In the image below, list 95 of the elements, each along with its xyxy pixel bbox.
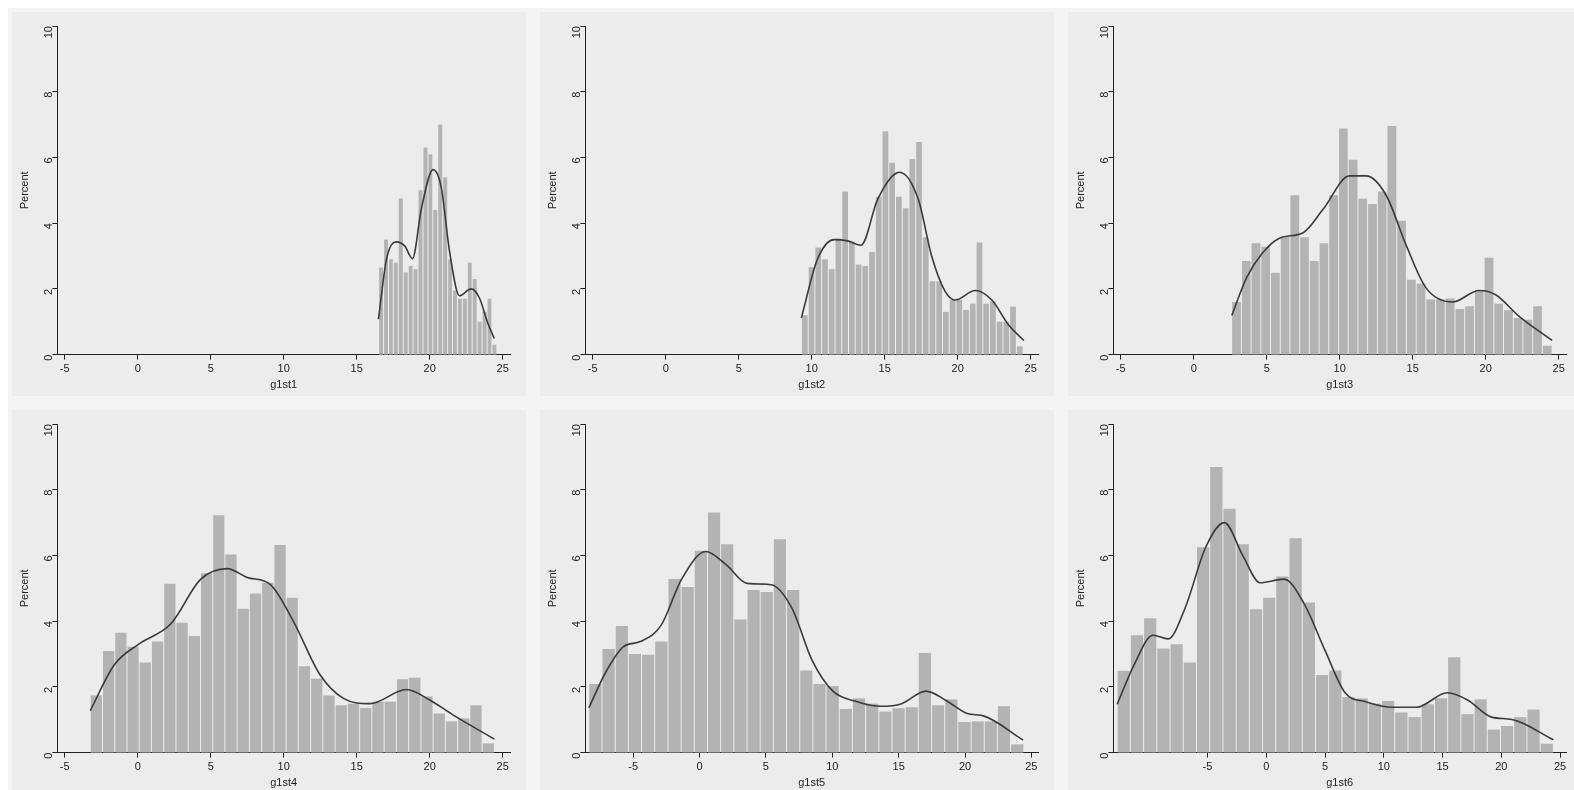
y-tick-label: 2 xyxy=(570,288,583,296)
x-tick-label: 5 xyxy=(207,362,214,375)
x-axis-title: g1st4 xyxy=(270,776,298,789)
x-tick-label: 15 xyxy=(878,362,891,375)
x-tick-label: 10 xyxy=(1377,760,1390,773)
y-tick-label: 2 xyxy=(1098,288,1111,296)
y-axis-title: Percent xyxy=(545,171,558,210)
x-axis-title: g1st2 xyxy=(798,378,826,391)
y-tick-label: 6 xyxy=(570,157,583,164)
y-tick-label: 10 xyxy=(1098,424,1111,437)
x-tick-label: 15 xyxy=(350,760,363,773)
x-tick-label: 10 xyxy=(277,362,290,375)
y-tick-label: 6 xyxy=(42,555,55,562)
x-tick-label: 20 xyxy=(1479,362,1492,375)
x-tick-label: 0 xyxy=(662,362,669,375)
x-axis-title: g1st3 xyxy=(1326,378,1354,391)
y-tick-label: 0 xyxy=(1098,354,1111,361)
y-tick-label: 0 xyxy=(570,354,583,361)
x-tick-label: 15 xyxy=(892,760,905,773)
line-series xyxy=(377,168,496,340)
x-tick-label: -5 xyxy=(1115,362,1126,375)
y-tick-label: 10 xyxy=(1098,26,1111,39)
y-tick-label: 8 xyxy=(42,489,55,496)
y-tick-label: 10 xyxy=(42,26,55,39)
x-tick-label: 25 xyxy=(496,362,509,375)
x-tick-label: 10 xyxy=(277,760,290,773)
x-tick-label: 20 xyxy=(423,760,436,773)
y-tick-label: 8 xyxy=(1098,91,1111,98)
x-axis-title: g1st1 xyxy=(270,378,298,391)
x-tick-label: 25 xyxy=(496,760,509,773)
y-tick-label: 8 xyxy=(570,489,583,496)
x-tick-label: 0 xyxy=(134,760,141,773)
x-axis-title: g1st5 xyxy=(798,776,826,789)
y-tick-label: 8 xyxy=(1098,489,1111,496)
x-tick-label: 5 xyxy=(1321,760,1329,773)
x-tick-label: 25 xyxy=(1554,760,1567,773)
x-tick-label: 25 xyxy=(1025,760,1038,773)
y-axis-title: Percent xyxy=(17,171,30,210)
x-tick-label: 0 xyxy=(1263,760,1270,773)
x-tick-label: 15 xyxy=(1436,760,1449,773)
y-axis-title: Percent xyxy=(1073,171,1086,210)
x-tick-label: -5 xyxy=(1202,760,1213,773)
x-tick-label: 25 xyxy=(1024,362,1037,375)
x-tick-label: 5 xyxy=(207,760,214,773)
x-tick-label: 10 xyxy=(1333,362,1346,375)
y-axis-title: Percent xyxy=(17,569,30,608)
y-tick-label: 2 xyxy=(42,686,55,694)
y-tick-label: 8 xyxy=(42,91,55,98)
y-axis-title: Percent xyxy=(545,569,558,608)
line-series xyxy=(89,567,496,740)
y-tick-label: 4 xyxy=(570,223,583,230)
x-tick-label: 0 xyxy=(696,760,703,773)
y-axis-title: Percent xyxy=(1073,569,1086,608)
y-tick-label: 0 xyxy=(42,354,55,361)
x-tick-label: -5 xyxy=(628,760,639,773)
x-tick-label: 20 xyxy=(958,760,972,773)
y-tick-label: 4 xyxy=(1098,621,1111,628)
y-tick-label: 6 xyxy=(570,555,583,562)
y-tick-label: 4 xyxy=(42,223,55,230)
line-series xyxy=(1116,521,1555,741)
y-tick-label: 6 xyxy=(42,157,55,164)
y-tick-label: 0 xyxy=(1098,752,1111,759)
x-tick-label: 5 xyxy=(1263,362,1270,375)
x-tick-label: 5 xyxy=(762,760,769,773)
line-series xyxy=(1231,175,1553,342)
x-tick-label: -5 xyxy=(59,760,70,773)
x-axis-title: g1st6 xyxy=(1326,776,1354,789)
y-tick-label: 2 xyxy=(1098,686,1111,694)
x-tick-label: 20 xyxy=(1495,760,1508,773)
y-tick-label: 10 xyxy=(570,26,583,39)
y-tick-label: 0 xyxy=(570,752,583,759)
y-tick-label: 6 xyxy=(1098,157,1111,164)
x-tick-label: 25 xyxy=(1552,362,1565,375)
x-tick-label: 0 xyxy=(1190,362,1197,375)
x-tick-label: 0 xyxy=(134,362,141,375)
y-tick-label: 2 xyxy=(570,686,583,694)
y-tick-label: 10 xyxy=(42,424,55,437)
x-tick-label: 5 xyxy=(735,362,742,375)
y-tick-label: 4 xyxy=(42,621,55,628)
y-tick-label: 0 xyxy=(42,752,55,759)
y-tick-label: 4 xyxy=(570,621,583,628)
y-tick-label: 4 xyxy=(1098,223,1111,230)
x-tick-label: 20 xyxy=(423,362,436,375)
y-tick-label: 10 xyxy=(570,424,583,437)
x-tick-label: -5 xyxy=(59,362,70,375)
x-tick-label: 15 xyxy=(1406,362,1419,375)
x-tick-label: 15 xyxy=(350,362,363,375)
x-tick-label: 10 xyxy=(805,362,818,375)
x-tick-label: 20 xyxy=(951,362,964,375)
y-tick-label: 6 xyxy=(1098,555,1111,562)
x-tick-label: 10 xyxy=(826,760,839,773)
x-tick-label: -5 xyxy=(587,362,598,375)
y-tick-label: 8 xyxy=(570,91,583,98)
y-tick-label: 2 xyxy=(42,288,55,296)
line-series xyxy=(588,550,1024,741)
